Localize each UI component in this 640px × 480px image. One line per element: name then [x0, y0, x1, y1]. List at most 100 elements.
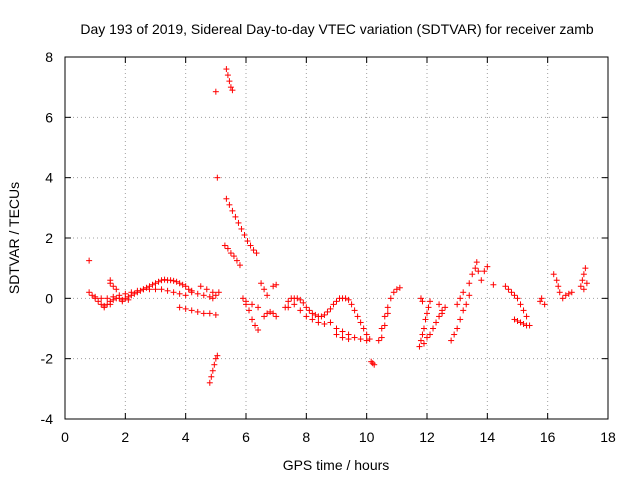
- data-point: [577, 283, 584, 290]
- data-point: [235, 219, 242, 226]
- data-point: [212, 292, 219, 299]
- data-point: [206, 310, 213, 317]
- data-point: [472, 265, 479, 272]
- data-point: [579, 277, 586, 284]
- data-point: [164, 287, 171, 294]
- x-tick-label: 16: [540, 429, 556, 445]
- data-point: [357, 336, 364, 343]
- data-point: [562, 292, 569, 299]
- data-point: [253, 250, 260, 257]
- data-points: [86, 66, 590, 386]
- data-point: [107, 301, 114, 308]
- data-point: [553, 277, 560, 284]
- data-point: [214, 352, 221, 359]
- data-point: [381, 313, 388, 320]
- data-point: [107, 277, 114, 284]
- data-point: [226, 201, 233, 208]
- data-point: [158, 286, 165, 293]
- data-point: [170, 289, 177, 296]
- data-point: [484, 263, 491, 270]
- data-point: [451, 331, 458, 338]
- data-point: [354, 313, 361, 320]
- data-point: [433, 319, 440, 326]
- data-point: [550, 271, 557, 278]
- data-point: [520, 307, 527, 314]
- data-point: [580, 286, 587, 293]
- data-point: [420, 340, 427, 347]
- data-point: [194, 290, 201, 297]
- y-tick-label: 8: [45, 49, 53, 65]
- data-point: [348, 301, 355, 308]
- data-point: [200, 310, 207, 317]
- data-point: [505, 286, 512, 293]
- data-point: [167, 277, 174, 284]
- data-point: [176, 304, 183, 311]
- data-point: [182, 292, 189, 299]
- data-point: [212, 88, 219, 95]
- data-point: [324, 308, 331, 315]
- y-tick-label: 2: [45, 230, 53, 246]
- data-point: [273, 313, 280, 320]
- data-point: [176, 290, 183, 297]
- data-point: [149, 281, 156, 288]
- data-point: [309, 316, 316, 323]
- data-point: [140, 286, 147, 293]
- data-point: [490, 281, 497, 288]
- data-point: [333, 298, 340, 305]
- data-point: [273, 281, 280, 288]
- data-point: [321, 311, 328, 318]
- data-point: [369, 360, 376, 367]
- data-point: [206, 379, 213, 386]
- data-point: [330, 301, 337, 308]
- grid: [65, 57, 608, 419]
- data-point: [261, 286, 268, 293]
- data-point: [417, 295, 424, 302]
- data-point: [318, 313, 325, 320]
- data-point: [116, 292, 123, 299]
- data-point: [244, 238, 251, 245]
- y-tick-label: -2: [41, 351, 54, 367]
- data-point: [460, 289, 467, 296]
- data-point: [300, 299, 307, 306]
- data-point: [511, 316, 518, 323]
- data-point: [514, 295, 521, 302]
- data-point: [363, 331, 370, 338]
- data-point: [424, 334, 430, 341]
- data-point: [384, 304, 391, 311]
- data-point: [466, 292, 473, 299]
- data-point: [582, 265, 589, 272]
- y-tick-label: 4: [45, 170, 53, 186]
- x-tick-label: 4: [182, 429, 190, 445]
- data-point: [517, 319, 524, 326]
- data-point: [264, 310, 271, 317]
- data-point: [523, 322, 530, 329]
- data-point: [580, 271, 587, 278]
- data-point: [252, 322, 259, 329]
- data-point: [197, 283, 204, 290]
- data-point: [113, 286, 120, 293]
- data-point: [211, 361, 218, 368]
- data-point: [206, 293, 213, 300]
- data-point: [303, 304, 310, 311]
- data-point: [110, 283, 117, 290]
- data-point: [255, 304, 262, 311]
- data-point: [238, 225, 245, 232]
- data-point: [203, 286, 210, 293]
- data-point: [128, 289, 135, 296]
- data-point: [475, 268, 482, 275]
- data-point: [312, 311, 319, 318]
- data-point: [378, 334, 385, 341]
- data-point: [422, 316, 429, 323]
- x-tick-label: 6: [242, 429, 250, 445]
- data-point: [333, 331, 340, 338]
- data-point: [419, 331, 426, 338]
- data-point: [226, 78, 233, 85]
- data-point: [249, 316, 256, 323]
- data-point: [104, 295, 111, 302]
- data-point: [339, 334, 346, 341]
- data-point: [420, 325, 427, 332]
- data-point: [555, 283, 562, 290]
- data-point: [517, 301, 524, 308]
- x-tick-labels: 0 2 4 6 8 10 12 14 16 18: [61, 429, 616, 445]
- data-point: [417, 337, 424, 344]
